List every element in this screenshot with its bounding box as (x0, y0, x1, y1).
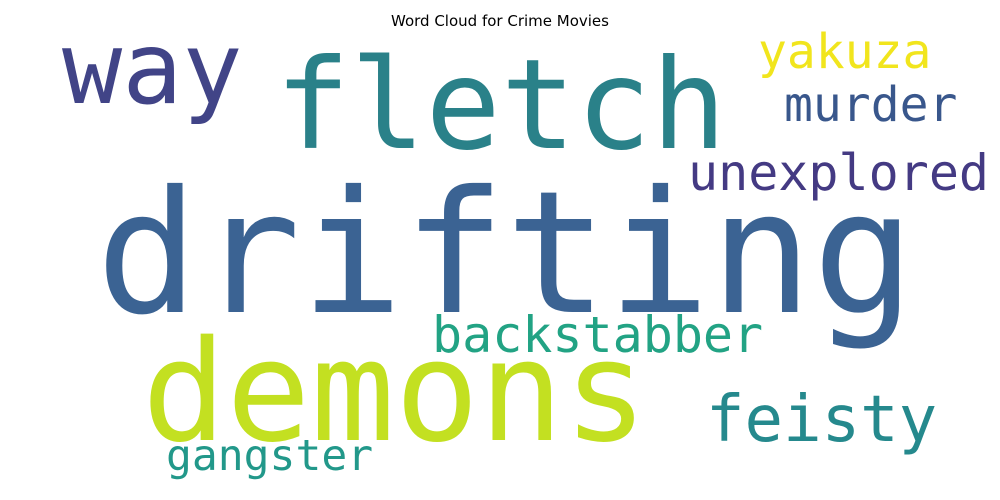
cloud-word-way: way (62, 10, 243, 127)
cloud-word-murder: murder (784, 77, 957, 133)
cloud-word-fletch: fletch (275, 33, 727, 178)
cloud-word-unexplored: unexplored (688, 144, 989, 202)
cloud-word-feisty: feisty (706, 383, 937, 457)
cloud-word-gangster: gangster (166, 431, 373, 481)
cloud-word-yakuza: yakuza (758, 24, 931, 80)
cloud-word-demons: demons (142, 311, 648, 474)
chart-title: Word Cloud for Crime Movies (391, 12, 609, 30)
cloud-word-backstabber: backstabber (432, 306, 763, 364)
cloud-word-drifting: drifting (96, 155, 915, 353)
